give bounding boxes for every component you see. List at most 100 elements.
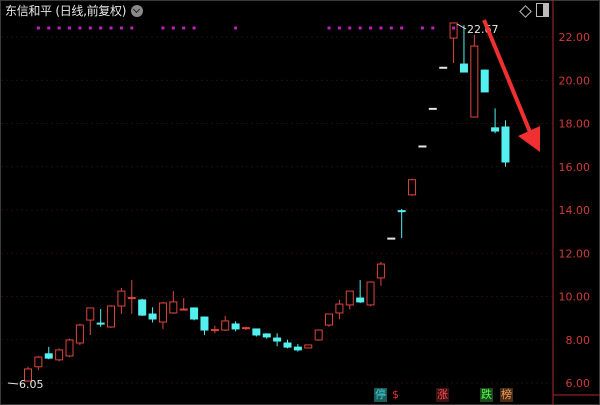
candle-body (200, 316, 209, 331)
marker-dot (420, 26, 424, 30)
marker-dot (369, 26, 373, 30)
candle-body (356, 297, 365, 303)
candle-body (418, 145, 427, 148)
candle-body (428, 107, 437, 110)
candle-body (293, 346, 302, 351)
candle-body (397, 210, 406, 213)
annotation-arrow-shaft (482, 19, 532, 133)
marker-dot (234, 26, 238, 30)
marker-dot (36, 26, 40, 30)
min-price-label: 6.05 (19, 378, 44, 391)
candle-body (501, 126, 510, 163)
y-tick-label: 8.00 (566, 334, 591, 347)
y-tick-label: 14.00 (559, 204, 591, 217)
candle-body (117, 290, 126, 307)
candle-body (231, 323, 240, 330)
candle-body (470, 45, 479, 118)
marker-dot (57, 26, 61, 30)
chart-header: 东信和平 (日线,前复权) (5, 4, 144, 18)
marker-dot (47, 26, 51, 30)
candle-body (96, 322, 105, 325)
marker-dot (431, 26, 435, 30)
candle-body (190, 307, 199, 320)
candle-body (335, 303, 344, 314)
candle-body (283, 342, 292, 348)
marker-dot (109, 26, 113, 30)
max-pointer (456, 23, 467, 30)
status-badge[interactable]: 停 (374, 388, 387, 402)
marker-dot (327, 26, 331, 30)
candle-body (408, 179, 417, 196)
candle-body (262, 333, 271, 338)
status-badge[interactable]: 涨 (436, 388, 449, 402)
candle-body (325, 313, 334, 326)
marker-dot (78, 26, 82, 30)
candle-body (179, 308, 188, 311)
status-badge[interactable]: $ (392, 388, 399, 401)
status-badge[interactable]: 榜 (500, 388, 513, 402)
candle-body (44, 353, 53, 359)
candle-body (241, 327, 250, 330)
y-tick-label: 16.00 (559, 161, 591, 174)
candle-body (439, 66, 448, 69)
candle-body (376, 263, 385, 279)
y-tick-label: 12.00 (559, 247, 591, 260)
marker-dot (119, 26, 123, 30)
marker-dot (192, 26, 196, 30)
marker-dot (182, 26, 186, 30)
annotation-arrow-head (518, 126, 540, 152)
candle-body (449, 22, 458, 39)
marker-dot (337, 26, 341, 30)
y-tick-label: 22.00 (559, 31, 591, 44)
candle-body (314, 329, 323, 341)
status-badge[interactable]: 跌 (480, 388, 493, 402)
marker-dot (68, 26, 72, 30)
candle-body (75, 324, 84, 344)
candle-body (345, 290, 354, 306)
candle-body (273, 337, 282, 342)
candle-body (148, 313, 157, 320)
y-tick-label: 18.00 (559, 118, 591, 131)
candle-body (127, 297, 136, 300)
candle-body (480, 69, 489, 93)
marker-dot (130, 26, 134, 30)
marker-dot (452, 26, 456, 30)
y-tick-label: 6.00 (566, 377, 591, 390)
candle-body (158, 302, 167, 323)
candle-body (34, 356, 43, 368)
panel-toggle-fill (543, 4, 548, 16)
panel-toggle-icon[interactable] (536, 3, 549, 17)
candle-body (24, 368, 32, 382)
marker-dot (348, 26, 352, 30)
chevron-down-icon[interactable] (131, 5, 144, 17)
min-pointer (7, 382, 19, 385)
candle-body (210, 329, 219, 332)
candle-body (304, 344, 313, 349)
chart-title: 东信和平 (日线,前复权) (5, 4, 127, 18)
candle-body (221, 320, 230, 331)
marker-dot (400, 26, 404, 30)
candle-body (86, 307, 95, 321)
candle-body (459, 63, 468, 73)
candle-body (366, 281, 375, 306)
candle-body (65, 339, 74, 357)
y-tick-label: 20.00 (559, 74, 591, 87)
max-price-label: 22.67 (467, 23, 499, 36)
candle-body (252, 328, 261, 336)
candle-body (107, 305, 116, 328)
candle-body (169, 301, 178, 314)
candle-body (387, 237, 396, 240)
candle-body (491, 127, 500, 132)
marker-dot (389, 26, 393, 30)
marker-dot (358, 26, 362, 30)
marker-dot (171, 26, 175, 30)
candle-body (138, 299, 147, 316)
candle-body (55, 349, 64, 361)
marker-dot (99, 26, 103, 30)
marker-dot (161, 26, 165, 30)
marker-dot (88, 26, 92, 30)
y-tick-label: 10.00 (559, 291, 591, 304)
marker-dot (379, 26, 383, 30)
